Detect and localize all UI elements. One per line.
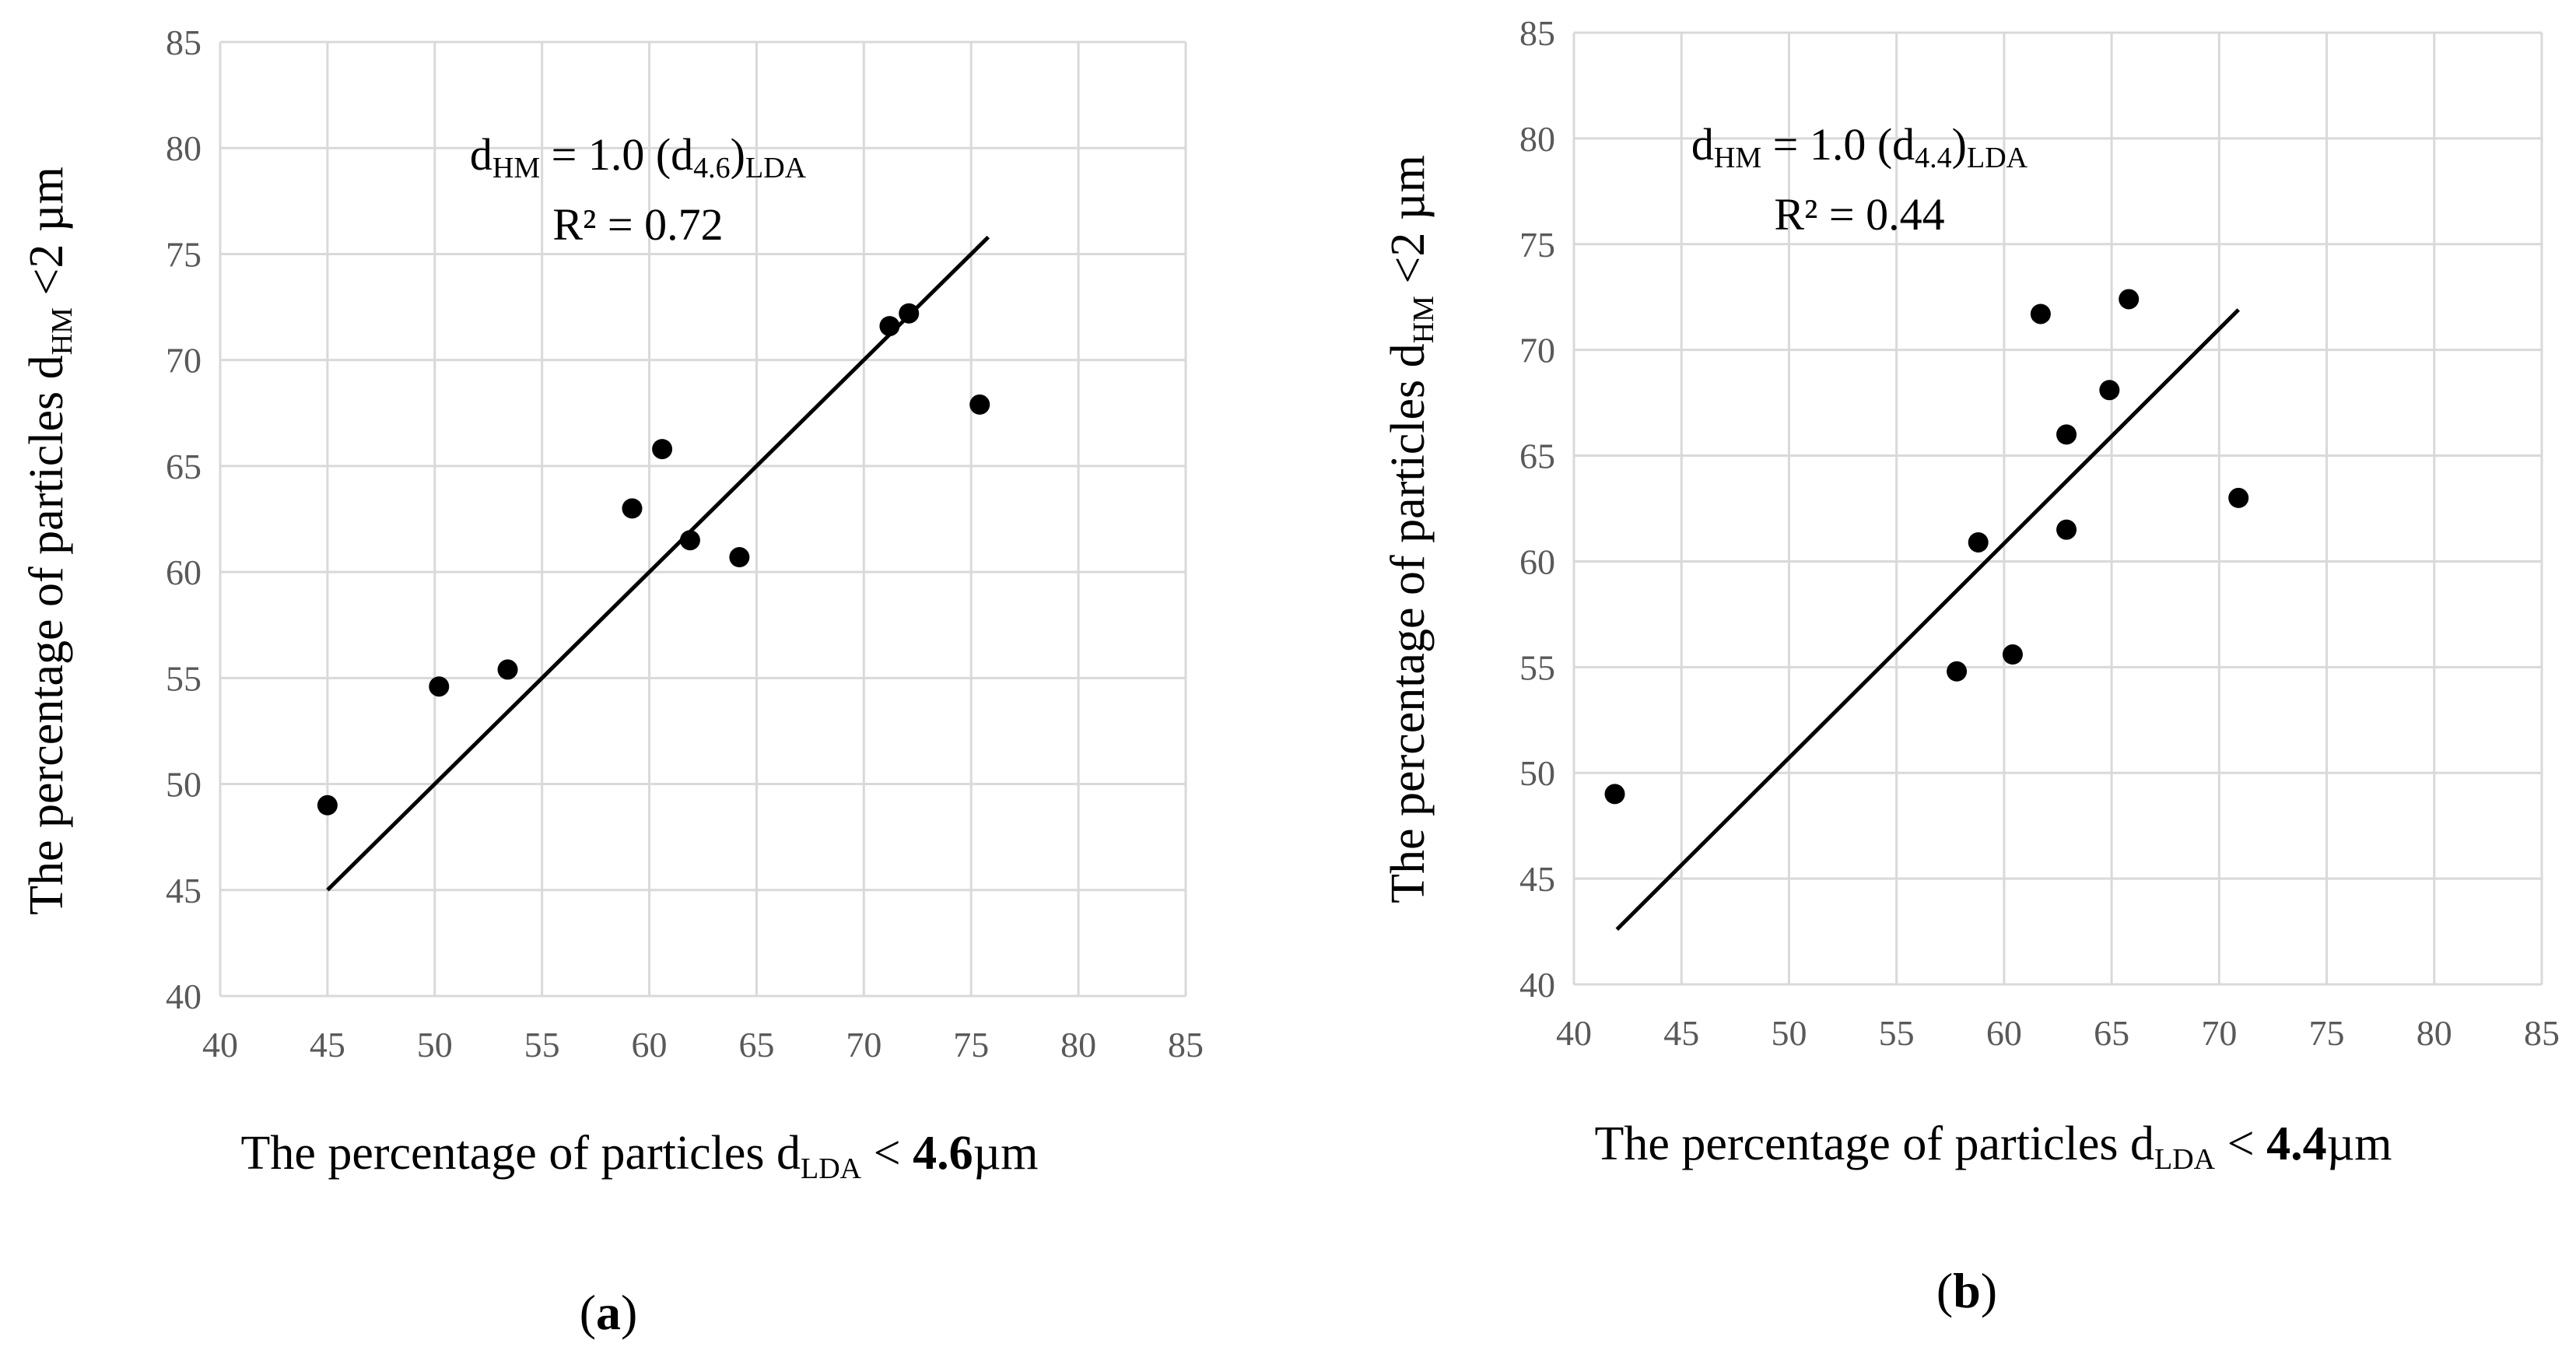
panel-a-points: [317, 303, 990, 816]
panel-b-x-tick-65: 65: [2094, 1013, 2129, 1053]
panel-b-point-3: [1968, 531, 1989, 552]
panel-b-eq-mid: = 1.0 (d: [1761, 119, 1915, 170]
panel-b-x-tick-60: 60: [1986, 1013, 2022, 1053]
panel-a-eq-lhs-sub: HM: [492, 152, 540, 184]
panel-b-x-tick-50: 50: [1771, 1013, 1807, 1053]
panel-a-x-ticks: 40 45 50 55 60 65 70 75 80 85: [202, 1025, 1204, 1065]
panel-b: 40 45 50 55 60 65 70 75 80 85 40 45 50 55 60 65 70 75 80 8…: [1382, 13, 2560, 1318]
panel-a-y-tick-75: 75: [166, 234, 202, 274]
panel-a-x-tick-40: 40: [202, 1025, 238, 1065]
panel-b-y-tick-75: 75: [1519, 225, 1555, 265]
panel-b-point-2: [1947, 661, 1968, 682]
panel-a-x-tick-75: 75: [953, 1025, 989, 1065]
panel-b-y-tick-45: 45: [1519, 859, 1555, 899]
panel-a-y-tick-60: 60: [166, 552, 202, 592]
panel-b-point-1: [1604, 784, 1625, 805]
panel-a-x-tick-45: 45: [310, 1025, 345, 1065]
panel-a-eq-mid: = 1.0 (d: [540, 129, 693, 180]
panel-b-point-9: [2119, 289, 2140, 310]
panel-b-y-ticks: 40 45 50 55 60 65 70 75 80 85: [1519, 13, 1555, 1005]
panel-a-point-1: [317, 795, 338, 816]
panel-b-eq-lhs: d: [1691, 119, 1714, 170]
panel-a-y-tick-80: 80: [166, 128, 202, 168]
panel-b-eq-outer-sub: LDA: [1967, 142, 2028, 174]
panel-b-point-7: [2056, 519, 2077, 540]
panel-b-x-axis-title: The percentage of particles dLDA < 4.4µm: [1594, 1117, 2392, 1176]
panel-a-equation: dHM = 1.0 (d4.6)LDA: [470, 129, 807, 184]
panel-a-x-tick-70: 70: [846, 1025, 881, 1065]
panel-b-point-4: [2002, 644, 2023, 665]
panel-a-grid: [219, 40, 1187, 998]
panel-a: 40 45 50 55 60 65 70 75 80 85 40 45 50 55 60 65 70 75 80 8…: [20, 23, 1204, 1340]
panel-b-y-tick-60: 60: [1519, 542, 1555, 581]
panel-a-eq-close: ): [731, 129, 745, 180]
panel-a-point-7: [729, 547, 750, 568]
panel-b-r2: R² = 0.44: [1774, 189, 1944, 240]
panel-a-y-axis-title: The percentage of particles dHM <2 µm: [20, 167, 79, 915]
panel-a-y-tick-45: 45: [166, 871, 202, 910]
panel-b-y-tick-55: 55: [1519, 647, 1555, 687]
panel-a-label: (a): [580, 1285, 638, 1340]
panel-a-x-tick-65: 65: [738, 1025, 774, 1065]
panel-b-y-tick-80: 80: [1519, 119, 1555, 159]
panel-a-point-2: [429, 676, 450, 697]
panel-a-point-6: [679, 530, 700, 551]
panel-b-x-tick-70: 70: [2201, 1013, 2237, 1053]
panel-a-eq-outer-sub: LDA: [745, 152, 807, 184]
panel-b-equation: dHM = 1.0 (d4.4)LDA: [1691, 119, 2028, 174]
panel-b-y-tick-70: 70: [1519, 331, 1555, 370]
panel-b-trendline: [1615, 308, 2240, 931]
panel-a-x-axis-title: The percentage of particles dLDA < 4.6µm: [240, 1127, 1038, 1185]
panel-a-y-tick-70: 70: [166, 341, 202, 381]
panel-a-y-tick-65: 65: [166, 447, 202, 486]
panel-a-y-tick-55: 55: [166, 658, 202, 698]
panel-b-point-5: [2030, 303, 2051, 324]
panel-b-label: (b): [1936, 1263, 1997, 1318]
panel-b-y-tick-85: 85: [1519, 13, 1555, 53]
panel-a-x-tick-60: 60: [632, 1025, 668, 1065]
panel-b-y-tick-50: 50: [1519, 753, 1555, 793]
panel-a-point-3: [497, 659, 518, 680]
panel-b-x-tick-40: 40: [1556, 1013, 1592, 1053]
panel-b-y-tick-65: 65: [1519, 437, 1555, 476]
panel-b-x-ticks: 40 45 50 55 60 65 70 75 80 85: [1556, 1013, 2560, 1053]
panel-a-x-tick-50: 50: [417, 1025, 453, 1065]
panel-a-trendline: [326, 235, 990, 892]
panel-b-point-6: [2056, 424, 2077, 445]
panel-a-x-tick-85: 85: [1168, 1025, 1204, 1065]
panel-a-eq-lhs: d: [470, 129, 492, 180]
panel-b-point-8: [2099, 380, 2120, 401]
panel-a-point-10: [969, 394, 990, 415]
panel-a-x-tick-80: 80: [1060, 1025, 1096, 1065]
panel-b-points: [1604, 289, 2249, 805]
panel-a-y-tick-40: 40: [166, 977, 202, 1016]
panel-a-y-tick-85: 85: [166, 23, 202, 62]
panel-a-y-tick-50: 50: [166, 765, 202, 805]
panel-a-eq-inner-sub: 4.6: [693, 152, 731, 184]
panel-b-eq-close: ): [1952, 119, 1967, 170]
panel-a-point-5: [652, 439, 673, 460]
panel-a-y-ticks: 40 45 50 55 60 65 70 75 80 85: [166, 23, 202, 1016]
panel-b-x-tick-45: 45: [1663, 1013, 1699, 1053]
panel-b-x-tick-80: 80: [2417, 1013, 2452, 1053]
panel-b-point-10: [2228, 487, 2249, 508]
panel-b-grid: [1572, 31, 2543, 986]
panel-b-x-tick-85: 85: [2524, 1013, 2560, 1053]
panel-b-eq-inner-sub: 4.4: [1915, 142, 1952, 174]
panel-a-point-4: [622, 498, 643, 519]
panel-b-y-tick-40: 40: [1519, 965, 1555, 1005]
panel-b-x-tick-55: 55: [1879, 1013, 1915, 1053]
panel-b-y-axis-title: The percentage of particles dHM <2 µm: [1382, 155, 1440, 903]
panel-a-r2: R² = 0.72: [552, 199, 723, 250]
panel-b-eq-lhs-sub: HM: [1714, 142, 1761, 174]
panel-a-point-8: [879, 316, 900, 337]
panel-a-point-9: [899, 303, 920, 324]
panel-a-x-tick-55: 55: [524, 1025, 560, 1065]
panel-b-x-tick-75: 75: [2309, 1013, 2345, 1053]
